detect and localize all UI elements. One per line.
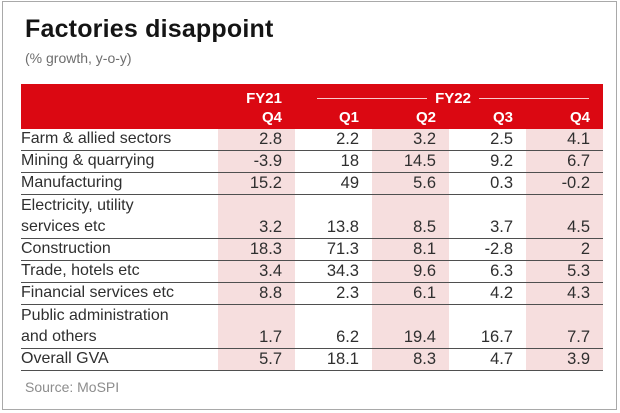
table-row-farm: Farm & allied sectors 2.8 2.2 3.2 2.5 4.… (21, 129, 603, 151)
cell-value: 9.6 (372, 261, 449, 282)
page-title: Factories disappoint (25, 15, 274, 43)
cell-value: 16.7 (480, 328, 513, 346)
header-quarter-row: Q4 Q1 Q2 Q3 Q4 (21, 107, 603, 126)
table-row-public-admin: Public administration and others 1.7 6.2… (21, 305, 603, 349)
fy22-right-rule (478, 98, 590, 99)
cell-value: 4.2 (490, 284, 513, 302)
fy22-left-rule (317, 98, 428, 99)
table-row-trade: Trade, hotels etc 3.4 34.3 9.6 6.3 5.3 (21, 261, 603, 283)
row-label: Financial services etc (21, 284, 174, 301)
table-row-mining: Mining & quarrying -3.9 18 14.5 9.2 6.7 (21, 151, 603, 173)
header-q4-fy21: Q4 (261, 109, 282, 126)
cell-value: 0.3 (490, 174, 513, 192)
cell-value: 9.2 (490, 152, 513, 170)
header-fy22: FY22 (435, 90, 471, 107)
cell-value: 3.2 (218, 195, 295, 238)
cell-value: 3.4 (218, 261, 295, 282)
cell-value: 6.1 (372, 283, 449, 304)
cell-value: 13.8 (326, 218, 359, 236)
cell-value: 2.5 (490, 130, 513, 148)
cell-value: 49 (340, 174, 359, 192)
table-row-manufacturing: Manufacturing 15.2 49 5.6 0.3 -0.2 (21, 173, 603, 195)
cell-value: 2.8 (218, 129, 295, 150)
cell-value: 4.7 (490, 350, 513, 368)
cell-value: 34.3 (326, 262, 359, 280)
cell-value: 6.7 (526, 151, 603, 172)
cell-value: 3.9 (526, 349, 603, 370)
cell-value: 8.1 (372, 239, 449, 260)
cell-value: 2.2 (336, 130, 359, 148)
row-label: Manufacturing (21, 174, 123, 191)
cell-value: -0.2 (526, 173, 603, 194)
row-label: Public administration and others (21, 307, 169, 345)
header-q3: Q3 (492, 109, 513, 126)
table-row-overall-gva: Overall GVA 5.7 18.1 8.3 4.7 3.9 (21, 349, 603, 371)
header-fy22-group: FY22 (295, 90, 603, 107)
row-label: Construction (21, 240, 111, 257)
cell-value: 5.7 (218, 349, 295, 370)
cell-value: 18 (340, 152, 359, 170)
cell-value: -2.8 (484, 240, 513, 258)
row-label: Overall GVA (21, 350, 109, 367)
cell-value: 4.5 (526, 195, 603, 238)
cell-value: 5.3 (526, 261, 603, 282)
subtitle: (% growth, y-o-y) (25, 50, 132, 66)
cell-value: 3.7 (490, 218, 513, 236)
row-label: Electricity, utility services etc (21, 197, 134, 235)
header-year-row: FY21 FY22 (21, 88, 603, 107)
cell-value: 14.5 (372, 151, 449, 172)
cell-value: 18.3 (218, 239, 295, 260)
cell-value: 8.8 (218, 283, 295, 304)
cell-value: 8.3 (372, 349, 449, 370)
cell-value: 8.5 (372, 195, 449, 238)
cell-value: 1.7 (218, 305, 295, 348)
row-label: Mining & quarrying (21, 152, 155, 169)
table-row-electricity: Electricity, utility services etc 3.2 13… (21, 195, 603, 239)
cell-value: 4.3 (526, 283, 603, 304)
row-label: Farm & allied sectors (21, 130, 172, 147)
cell-value: 6.3 (490, 262, 513, 280)
cell-value: 3.2 (372, 129, 449, 150)
header-q2: Q2 (415, 109, 436, 126)
cell-value: 19.4 (372, 305, 449, 348)
source-note: Source: MoSPI (25, 379, 120, 395)
header-q1: Q1 (338, 109, 359, 126)
cell-value: 6.2 (336, 328, 359, 346)
header-fy21: FY21 (246, 90, 282, 107)
growth-table: FY21 FY22 Q4 Q1 Q2 Q3 Q4 Farm & allied s… (21, 84, 603, 371)
cell-value: 7.7 (526, 305, 603, 348)
cell-value: 18.1 (326, 350, 359, 368)
header-q4-fy22: Q4 (569, 109, 590, 126)
table-row-financial: Financial services etc 8.8 2.3 6.1 4.2 4… (21, 283, 603, 305)
cell-value: 15.2 (218, 173, 295, 194)
table-row-construction: Construction 18.3 71.3 8.1 -2.8 2 (21, 239, 603, 261)
cell-value: 2 (526, 239, 603, 260)
cell-value: 71.3 (326, 240, 359, 258)
table-header: FY21 FY22 Q4 Q1 Q2 Q3 Q4 (21, 84, 603, 129)
cell-value: 2.3 (336, 284, 359, 302)
row-label: Trade, hotels etc (21, 262, 140, 279)
cell-value: -3.9 (218, 151, 295, 172)
cell-value: 4.1 (526, 129, 603, 150)
cell-value: 5.6 (372, 173, 449, 194)
